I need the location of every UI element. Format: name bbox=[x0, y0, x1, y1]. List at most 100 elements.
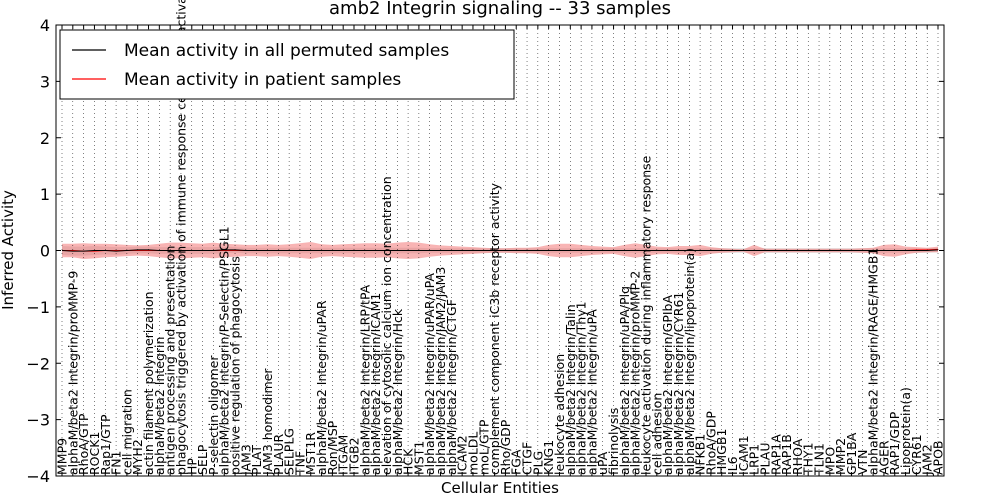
x-tick-label: alphaM/beta2 Integrin/LRP/tPA bbox=[357, 284, 372, 475]
x-tick-label: complement component iC3b receptor activ… bbox=[487, 182, 502, 475]
x-tick-label: SELP bbox=[195, 444, 210, 475]
x-tick-label: moLDL bbox=[466, 432, 481, 475]
x-tick-label: ROCK1 bbox=[87, 432, 102, 475]
x-tick-label: alphaM/beta2 Integrin/Hck bbox=[390, 308, 405, 475]
x-tick-label: MYH2 bbox=[130, 439, 145, 475]
y-tick-label: 3 bbox=[40, 72, 50, 91]
x-tick-label: HCK bbox=[401, 448, 416, 475]
x-tick-label: leukocyte adhesion bbox=[552, 354, 567, 475]
x-tick-label: JAM2 bbox=[920, 444, 935, 476]
x-tick-label: positive regulation of phagocytosis bbox=[228, 256, 243, 475]
x-tick-label: RhoA/GDP bbox=[703, 411, 718, 475]
x-tick-label: AGER bbox=[876, 440, 891, 475]
x-tick-label: NFKB1 bbox=[693, 434, 708, 475]
x-tick-label: alphaM/beta2 Integrin/uPAR/uPA bbox=[422, 273, 437, 475]
y-tick-label: 2 bbox=[40, 129, 50, 148]
x-tick-label: alphaM/beta2 Integrin/RAGE/HMGB1 bbox=[866, 248, 881, 475]
x-tick-label: ICAM1 bbox=[736, 435, 751, 475]
x-tick-label: TNF bbox=[292, 451, 307, 476]
x-tick-label: alphaM/beta2 Integrin/lipoprotein(a) bbox=[682, 248, 697, 475]
x-tick-label: alphaM/beta2 Integrin/JAM2/JAM3 bbox=[433, 267, 448, 475]
x-tick-label: VTN bbox=[855, 449, 870, 475]
x-tick-label: CTGF bbox=[520, 442, 535, 475]
y-tick-label: −2 bbox=[26, 354, 50, 373]
x-tick-label: cell adhesion bbox=[649, 393, 664, 475]
y-tick-label: 4 bbox=[40, 16, 50, 35]
legend-label-patient: Mean activity in patient samples bbox=[124, 70, 401, 90]
x-tick-label: CYR61 bbox=[909, 434, 924, 475]
x-tick-label: alphaM/beta2 Integrin/Talin bbox=[563, 304, 578, 475]
legend-label-permuted: Mean activity in all permuted samples bbox=[124, 41, 449, 61]
y-tick-label: −4 bbox=[26, 467, 50, 486]
x-tick-label: JAM3 homodimer bbox=[260, 368, 275, 476]
x-tick-label: Ron/MSP bbox=[325, 420, 340, 475]
x-tick-label: PLG bbox=[530, 451, 545, 475]
x-tick-label: MMP2 bbox=[833, 438, 848, 475]
x-tick-label: alphaM/beta2 Integrin/P-Selectin/PSGL1 bbox=[217, 226, 232, 475]
y-tick-label: 0 bbox=[40, 242, 50, 261]
x-tick-label: alphaM/beta2 Integrin bbox=[152, 337, 167, 475]
x-tick-label: phagocytosis triggered by activation of … bbox=[174, 0, 189, 475]
x-tick-label: antigen processing and presentation bbox=[163, 246, 178, 475]
x-tick-label: alphaM/beta2 Integrin/uPAR bbox=[314, 300, 329, 475]
x-tick-label: alphaM/beta2 Integrin/uPA bbox=[584, 309, 599, 475]
x-tick-label: HP bbox=[184, 458, 199, 475]
y-axis: −4 −3 −2 −1 0 1 2 3 4 bbox=[26, 16, 944, 486]
y-axis-title: Inferred Activity bbox=[0, 190, 17, 310]
x-tick-label: ITGB2 bbox=[347, 437, 362, 475]
x-tick-label: MMP9 bbox=[55, 438, 70, 475]
x-tick-label: alphaM/beta2 Integrin/proMMP-2 bbox=[628, 271, 643, 475]
x-tick-label: KNG1 bbox=[541, 440, 556, 475]
legend-box bbox=[59, 29, 515, 100]
y-tick-label: −1 bbox=[26, 298, 50, 317]
x-tick-label: alphaM/beta2 Integrin/proMMP-9 bbox=[65, 271, 80, 475]
x-tick-label: alphaM/beta2 Integrin/uPA/Plg bbox=[617, 286, 632, 475]
x-tick-label: uPA bbox=[595, 451, 610, 475]
x-tick-label: alphaM/beta2 Integrin/CYR61 bbox=[671, 292, 686, 475]
x-tick-label: APOB bbox=[931, 440, 946, 475]
x-tick-label: HMGB1 bbox=[714, 429, 729, 475]
x-tick-label: fibrinolysis bbox=[606, 408, 621, 475]
x-tick-label: moL/GTP bbox=[476, 419, 491, 475]
x-tick-label: FN1 bbox=[109, 451, 124, 476]
x-tick-label: LRP1 bbox=[747, 444, 762, 475]
x-tick-label: FGA bbox=[509, 449, 524, 475]
x-tick-label: elevation of cytosolic calcium ion conce… bbox=[379, 176, 394, 475]
x-tick-label: SELPLG bbox=[282, 428, 297, 475]
x-tick-label: PLAUR bbox=[271, 434, 286, 475]
x-tick-label: Lipoprotein(a) bbox=[898, 387, 913, 475]
x-tick-label: MPO bbox=[822, 447, 837, 475]
y-tick-label: −3 bbox=[26, 411, 50, 430]
x-axis bbox=[61, 25, 939, 476]
x-axis-title: Cellular Entities bbox=[441, 479, 559, 497]
x-tick-label: IL6 bbox=[725, 456, 740, 475]
x-tick-label: alphaM/beta2 Integrin/CTGF bbox=[444, 299, 459, 475]
x-tick-label: MST1 bbox=[411, 441, 426, 475]
x-tick-label: ITGAM bbox=[336, 435, 351, 475]
x-tick-label: RHOA bbox=[790, 438, 805, 475]
x-tick-label: Rap1/GTP bbox=[98, 414, 113, 475]
x-tick-label: RhoA/GTP bbox=[76, 413, 91, 475]
x-tick-label: actin filament polymerization bbox=[141, 291, 156, 475]
x-tick-label: GP1BA bbox=[844, 432, 859, 475]
x-tick-label: Rho/GDP bbox=[498, 419, 513, 475]
x-tick-label: MST1R bbox=[303, 432, 318, 475]
x-tick-label: THY1 bbox=[801, 442, 816, 476]
chart-title: amb2 Integrin signaling -- 33 samples bbox=[329, 0, 671, 19]
x-tick-label: ICAM2 bbox=[455, 435, 470, 475]
x-tick-label: alphaM/beta2 Integrin/GPIbA bbox=[660, 295, 675, 475]
y-tick-label: 1 bbox=[40, 185, 50, 204]
legend: Mean activity in all permuted samples Me… bbox=[59, 29, 515, 100]
x-tick-label: alphaM/beta2 Integrin/ICAM1 bbox=[368, 293, 383, 475]
x-tick-label: PLAT bbox=[249, 445, 264, 475]
x-tick-label: alphaM/beta2 Integrin/Thy1 bbox=[574, 301, 589, 475]
x-tick-label: TLN1 bbox=[812, 443, 827, 476]
x-tick-label: cell migration bbox=[119, 389, 134, 475]
x-tick-label: P-selectin oligomer bbox=[206, 355, 221, 475]
x-tick-label: leukocyte activation during inflammatory… bbox=[639, 155, 654, 475]
x-tick-label: JAM3 bbox=[238, 444, 253, 476]
series-line-permuted bbox=[61, 249, 939, 252]
x-tick-label: PLAU bbox=[758, 443, 773, 476]
